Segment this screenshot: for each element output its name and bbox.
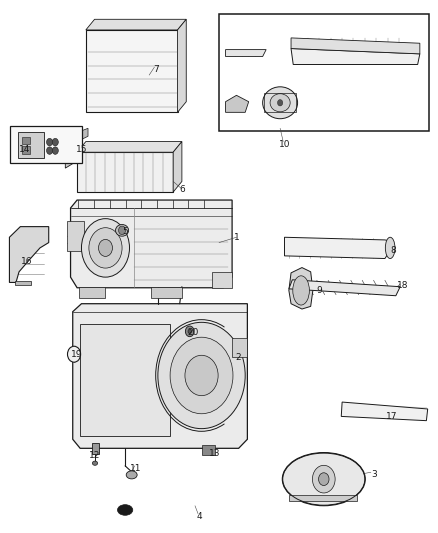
Polygon shape <box>212 272 232 288</box>
Circle shape <box>312 465 335 493</box>
Bar <box>21 147 29 154</box>
Polygon shape <box>151 287 182 298</box>
Bar <box>264 93 296 112</box>
Bar <box>201 445 215 455</box>
Bar <box>289 495 357 502</box>
Circle shape <box>185 356 218 395</box>
Circle shape <box>52 139 58 146</box>
Circle shape <box>278 100 283 106</box>
Circle shape <box>52 147 58 155</box>
Circle shape <box>185 326 194 337</box>
Circle shape <box>158 322 245 429</box>
Ellipse shape <box>117 505 133 515</box>
Polygon shape <box>79 287 106 298</box>
Polygon shape <box>14 281 31 285</box>
Polygon shape <box>232 338 247 357</box>
Circle shape <box>119 226 126 235</box>
Polygon shape <box>291 49 420 64</box>
Text: 6: 6 <box>179 185 185 194</box>
Text: 17: 17 <box>386 412 397 421</box>
Ellipse shape <box>270 94 290 112</box>
Polygon shape <box>86 19 186 30</box>
Circle shape <box>89 228 122 268</box>
Ellipse shape <box>263 87 297 119</box>
Text: 14: 14 <box>19 145 30 154</box>
Bar <box>219 14 428 131</box>
Circle shape <box>46 139 53 146</box>
Ellipse shape <box>92 461 98 465</box>
Ellipse shape <box>293 276 309 305</box>
Bar <box>67 221 84 251</box>
Text: 8: 8 <box>391 246 396 255</box>
Text: 19: 19 <box>71 350 83 359</box>
Polygon shape <box>226 95 249 112</box>
Bar <box>11 126 82 163</box>
Polygon shape <box>10 227 49 282</box>
Circle shape <box>170 337 233 414</box>
Text: 3: 3 <box>371 471 377 479</box>
Bar <box>80 324 170 435</box>
Circle shape <box>67 346 81 362</box>
Text: 4: 4 <box>197 512 202 521</box>
Polygon shape <box>173 142 182 192</box>
Polygon shape <box>72 128 88 144</box>
Circle shape <box>318 473 329 486</box>
Text: 13: 13 <box>209 449 220 458</box>
Text: 9: 9 <box>317 286 322 295</box>
Text: 15: 15 <box>76 145 87 154</box>
Polygon shape <box>291 38 420 54</box>
Circle shape <box>99 239 113 256</box>
Text: 7: 7 <box>153 66 159 74</box>
Polygon shape <box>65 144 78 168</box>
Text: 16: 16 <box>21 257 33 265</box>
Polygon shape <box>77 142 182 152</box>
Circle shape <box>46 147 53 155</box>
Bar <box>21 137 29 144</box>
Text: 5: 5 <box>122 228 128 237</box>
Circle shape <box>81 219 130 277</box>
Polygon shape <box>71 200 232 288</box>
Polygon shape <box>77 152 173 192</box>
Polygon shape <box>289 280 400 296</box>
Bar <box>18 132 44 158</box>
Text: 20: 20 <box>187 328 198 337</box>
Ellipse shape <box>116 224 129 236</box>
Circle shape <box>188 329 191 334</box>
Polygon shape <box>73 304 247 448</box>
Polygon shape <box>285 237 390 259</box>
Text: 11: 11 <box>130 464 142 473</box>
Ellipse shape <box>283 453 365 506</box>
Polygon shape <box>341 402 427 421</box>
Ellipse shape <box>126 471 137 479</box>
Ellipse shape <box>385 237 395 259</box>
Polygon shape <box>92 443 99 454</box>
Text: 2: 2 <box>236 353 241 362</box>
Text: 1: 1 <box>233 233 239 242</box>
Polygon shape <box>226 50 266 56</box>
Text: 10: 10 <box>279 140 290 149</box>
Bar <box>86 30 177 112</box>
Text: 12: 12 <box>89 451 100 460</box>
Text: 18: 18 <box>397 280 408 289</box>
Polygon shape <box>289 268 313 309</box>
Polygon shape <box>177 19 186 112</box>
